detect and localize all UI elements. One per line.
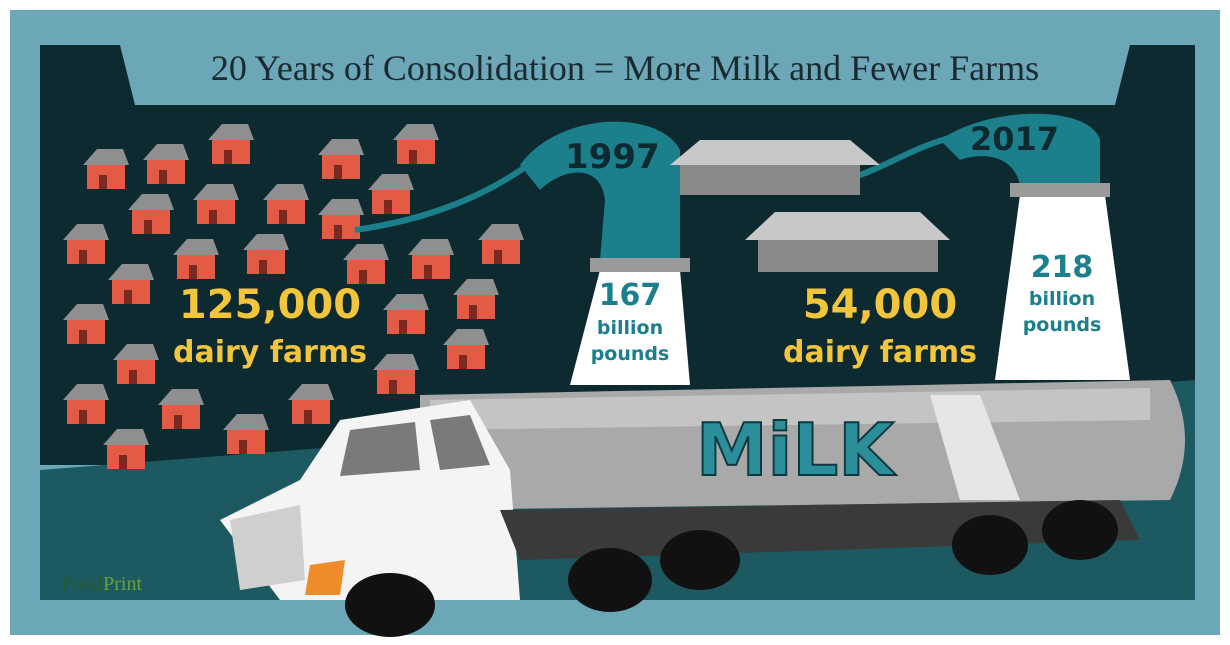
farms-count-1997: 125,000 <box>179 282 361 328</box>
milk-unit: billion <box>1029 288 1095 310</box>
logo: FoodPrint <box>62 573 142 595</box>
farms-label: dairy farms <box>173 335 367 370</box>
year-1997: 1997 <box>565 137 660 177</box>
milk-unit: pounds <box>1023 314 1102 336</box>
milk-unit: pounds <box>591 343 670 365</box>
milk-unit: billion <box>597 317 663 339</box>
infographic: 20 Years of Consolidation = More Milk an… <box>0 0 1230 645</box>
logo-part: Food <box>62 573 103 595</box>
farms-label: dairy farms <box>783 335 977 370</box>
logo-part: Print <box>103 573 142 595</box>
title: 20 Years of Consolidation = More Milk an… <box>211 48 1039 88</box>
truck-label: MiLK <box>696 408 896 492</box>
milk-amount-2017: 218 <box>1031 250 1094 285</box>
milk-amount-1997: 167 <box>599 278 662 313</box>
farms-count-2017: 54,000 <box>803 282 957 328</box>
year-2017: 2017 <box>970 120 1059 158</box>
tank-cap <box>590 258 690 272</box>
tank-cap <box>1010 183 1110 197</box>
